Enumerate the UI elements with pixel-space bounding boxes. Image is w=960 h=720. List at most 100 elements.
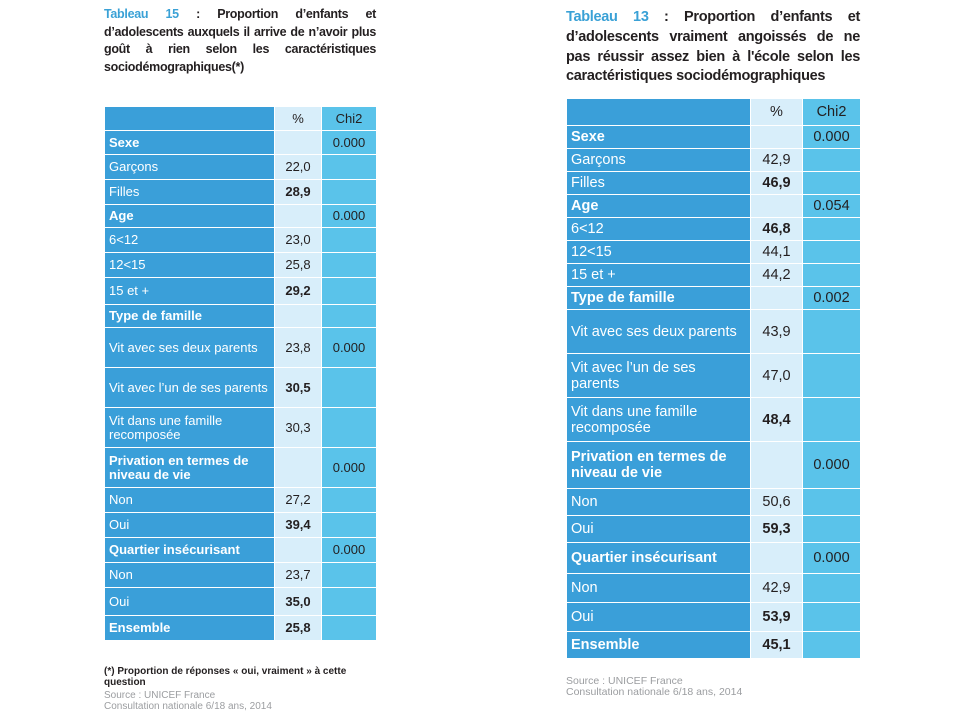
table-row: Vit dans une famille recomposée 48,4 xyxy=(566,397,861,442)
table-row: Non 42,9 xyxy=(566,573,861,603)
row-chi2: 0.000 xyxy=(802,125,861,149)
row-percent: 43,9 xyxy=(750,309,803,354)
table-row: Oui 53,9 xyxy=(566,602,861,632)
row-percent: 44,2 xyxy=(750,263,803,287)
row-chi2: 0.054 xyxy=(802,194,861,218)
table-row: Vit avec l’un de ses parents 47,0 xyxy=(566,353,861,398)
table-section-row: Age 0.000 xyxy=(104,204,377,228)
row-percent: 50,6 xyxy=(750,488,803,516)
right-table-panel: Tableau 13 : Proportion d’enfants et d’a… xyxy=(566,8,861,698)
table-row: Vit avec ses deux parents 23,8 0.000 xyxy=(104,327,377,368)
row-label: Ensemble xyxy=(104,615,275,641)
header-percent: % xyxy=(274,106,322,131)
row-chi2 xyxy=(802,515,861,543)
table-section-row: Sexe 0.000 xyxy=(566,125,861,149)
table-section-row: Quartier insécurisant 0.000 xyxy=(566,542,861,574)
row-chi2: 0.000 xyxy=(321,204,377,228)
row-chi2 xyxy=(802,171,861,195)
row-percent: 39,4 xyxy=(274,512,322,538)
header-chi2: Chi2 xyxy=(321,106,377,131)
row-label: Vit dans une famille recomposée xyxy=(104,407,275,448)
row-percent: 47,0 xyxy=(750,353,803,398)
table-title-text: : Proportion d’enfants et d’adolescents … xyxy=(566,9,861,85)
row-percent: 30,3 xyxy=(274,407,322,448)
table-section-row: Quartier insécurisant 0.000 xyxy=(104,537,377,563)
data-table: % Chi2 Sexe 0.000 Garçons 42,9 Filles 46,9 Age… xyxy=(566,98,861,659)
row-chi2 xyxy=(321,277,377,305)
row-label: 15 et + xyxy=(566,263,751,287)
row-chi2 xyxy=(802,148,861,172)
table-row: Non 50,6 xyxy=(566,488,861,516)
row-percent: 42,9 xyxy=(750,148,803,172)
row-percent: 29,2 xyxy=(274,277,322,305)
row-label: 15 et + xyxy=(104,277,275,305)
footnote: (*) Proportion de réponses « oui, vraime… xyxy=(104,666,347,688)
row-label: Non xyxy=(566,488,751,516)
source-line-1: Source : UNICEF France xyxy=(104,690,216,701)
table-row: Filles 28,9 xyxy=(104,179,377,205)
row-chi2 xyxy=(321,512,377,538)
row-percent: 22,0 xyxy=(274,154,322,180)
row-label: Oui xyxy=(566,515,751,543)
row-label: Age xyxy=(566,194,751,218)
row-percent: 45,1 xyxy=(750,631,803,659)
table-section-row: Sexe 0.000 xyxy=(104,130,377,155)
row-label: Vit dans une famille recomposée xyxy=(566,397,751,442)
row-label: 12<15 xyxy=(104,252,275,278)
row-label: Vit avec l’un de ses parents xyxy=(104,367,275,408)
table-section-row: Ensemble 25,8 xyxy=(104,615,377,641)
row-label: Non xyxy=(104,487,275,513)
table-footer: (*) Proportion de réponses « oui, vraime… xyxy=(104,666,376,712)
row-percent: 28,9 xyxy=(274,179,322,205)
row-chi2 xyxy=(802,488,861,516)
row-percent: 42,9 xyxy=(750,573,803,603)
row-label: Oui xyxy=(104,512,275,538)
row-label: Type de famille xyxy=(104,304,275,328)
row-chi2: 0.000 xyxy=(802,441,861,489)
row-percent xyxy=(750,286,803,310)
row-chi2 xyxy=(321,407,377,448)
row-label: Quartier insécurisant xyxy=(104,537,275,563)
table-row: Non 23,7 xyxy=(104,562,377,588)
row-label: 12<15 xyxy=(566,240,751,264)
table-number: Tableau 13 xyxy=(566,9,649,25)
row-chi2 xyxy=(802,263,861,287)
table-row: Filles 46,9 xyxy=(566,171,861,195)
row-percent: 46,9 xyxy=(750,171,803,195)
row-percent xyxy=(274,447,322,488)
data-table: % Chi2 Sexe 0.000 Garçons 22,0 Filles 28,9 Age… xyxy=(104,106,377,641)
table-row: 12<15 25,8 xyxy=(104,252,377,278)
row-percent: 59,3 xyxy=(750,515,803,543)
header-chi2: Chi2 xyxy=(802,98,861,126)
row-chi2 xyxy=(802,397,861,442)
table-row: Non 27,2 xyxy=(104,487,377,513)
row-percent: 23,0 xyxy=(274,227,322,253)
table-title: Tableau 15 : Proportion d’enfants et d’a… xyxy=(104,6,376,76)
row-percent: 44,1 xyxy=(750,240,803,264)
row-chi2 xyxy=(321,487,377,513)
row-chi2: 0.002 xyxy=(802,286,861,310)
row-chi2 xyxy=(802,602,861,632)
table-section-row: Ensemble 45,1 xyxy=(566,631,861,659)
row-label: Filles xyxy=(104,179,275,205)
row-label: Vit avec ses deux parents xyxy=(566,309,751,354)
header-row: % Chi2 xyxy=(566,98,861,126)
row-percent xyxy=(750,125,803,149)
table-title: Tableau 13 : Proportion d’enfants et d’a… xyxy=(566,8,860,87)
row-label: 6<12 xyxy=(566,217,751,241)
table-row: 12<15 44,1 xyxy=(566,240,861,264)
source-line-1: Source : UNICEF France xyxy=(566,675,683,687)
table-section-row: Privation en termes de niveau de vie 0.00… xyxy=(566,441,861,489)
table-row: 15 et +44,2 xyxy=(566,263,861,287)
row-label: 6<12 xyxy=(104,227,275,253)
row-percent: 25,8 xyxy=(274,615,322,641)
row-chi2 xyxy=(321,304,377,328)
table-row: Oui 39,4 xyxy=(104,512,377,538)
table-row: Garçons 22,0 xyxy=(104,154,377,180)
row-chi2 xyxy=(321,615,377,641)
table-number: Tableau 15 xyxy=(104,7,179,21)
table-title-text: : Proportion d’enfants et d’adolescents … xyxy=(104,7,377,74)
row-label: Quartier insécurisant xyxy=(566,542,751,574)
source-line-2: Consultation nationale 6/18 ans, 2014 xyxy=(104,701,272,712)
row-percent: 46,8 xyxy=(750,217,803,241)
